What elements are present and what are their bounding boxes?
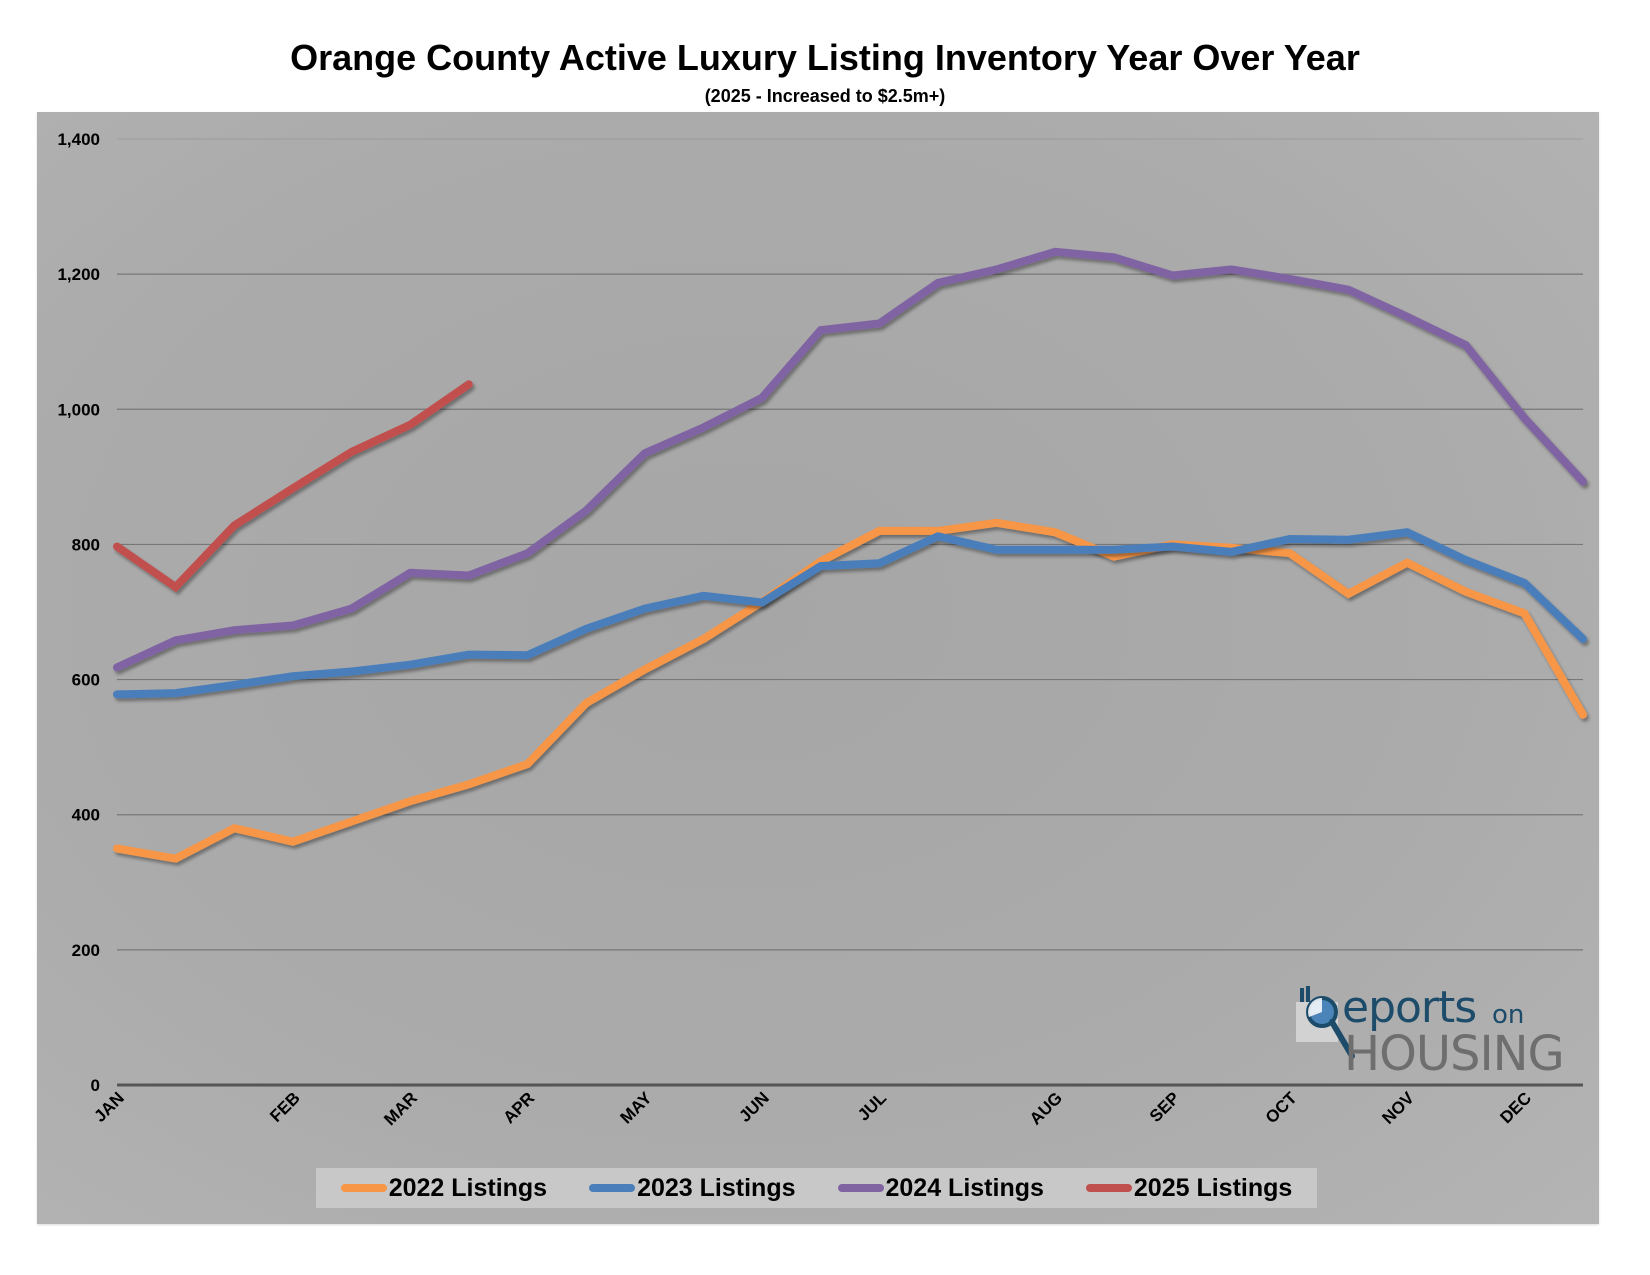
y-axis: 0 200 400 600 800 1,000 1,200 1,400: [57, 130, 100, 1095]
y-tick-label: 1,200: [57, 265, 100, 284]
series-line-2023: [113, 528, 1587, 699]
x-tick-label-jul: JUL: [854, 1088, 890, 1124]
x-tick-label-mar: MAR: [380, 1088, 421, 1129]
y-tick-label: 1,000: [57, 400, 100, 419]
logo-on-text: on: [1492, 1000, 1525, 1030]
x-tick-label-feb: FEB: [266, 1088, 303, 1125]
x-tick-label-aug: AUG: [1026, 1088, 1066, 1128]
magnifier-icon: [1300, 986, 1355, 1059]
y-tick-label: 0: [91, 1076, 100, 1095]
legend-swatch-2024: [837, 1184, 884, 1192]
x-tick-label-jun: JUN: [735, 1088, 772, 1125]
x-axis: JAN FEB MAR APR MAY JUN JUL AUG SEP OCT NOV DEC: [90, 1088, 1535, 1129]
series-line-2025: [113, 380, 473, 593]
y-tick-label: 600: [72, 671, 100, 690]
series-line-2022: [113, 518, 1587, 863]
x-tick-label-oct: OCT: [1262, 1088, 1301, 1127]
legend-swatch-2022: [340, 1184, 387, 1192]
legend-label-2025: 2025 Listings: [1133, 1173, 1293, 1202]
legend-item-2025[interactable]: 2025 Listings: [1085, 1173, 1293, 1203]
chart-subtitle: (2025 - Increased to $2.5m+): [704, 86, 946, 106]
y-tick-label: 1,400: [57, 130, 100, 149]
chart-legend: 2022 Listings 2023 Listings 2024 Listing…: [316, 1168, 1317, 1208]
x-tick-label-nov: NOV: [1378, 1088, 1418, 1128]
series-lines: [113, 247, 1587, 863]
x-tick-label-sep: SEP: [1146, 1088, 1183, 1125]
logo-reports-text: eports: [1342, 982, 1477, 1033]
legend-swatch-2025: [1085, 1184, 1132, 1192]
legend-item-2024[interactable]: 2024 Listings: [837, 1173, 1044, 1203]
legend-label-2022: 2022 Listings: [388, 1173, 548, 1202]
x-tick-label-dec: DEC: [1496, 1088, 1535, 1127]
series-line-2024: [113, 247, 1587, 672]
x-tick-label-may: MAY: [617, 1088, 657, 1128]
legend-item-2022[interactable]: 2022 Listings: [340, 1173, 548, 1203]
chart-title: Orange County Active Luxury Listing Inve…: [290, 37, 1360, 78]
reports-on-housing-logo: eports on HOUSING: [1296, 982, 1586, 1086]
logo-housing-text: HOUSING: [1344, 1026, 1565, 1082]
legend-label-2023: 2023 Listings: [637, 1173, 796, 1202]
legend-item-2023[interactable]: 2023 Listings: [589, 1173, 796, 1203]
legend-swatch-2023: [589, 1184, 636, 1192]
x-tick-label-apr: APR: [499, 1088, 538, 1127]
y-tick-label: 400: [72, 806, 100, 825]
y-tick-label: 800: [72, 535, 100, 554]
legend-label-2024: 2024 Listings: [885, 1173, 1044, 1202]
y-tick-label: 200: [72, 941, 100, 960]
